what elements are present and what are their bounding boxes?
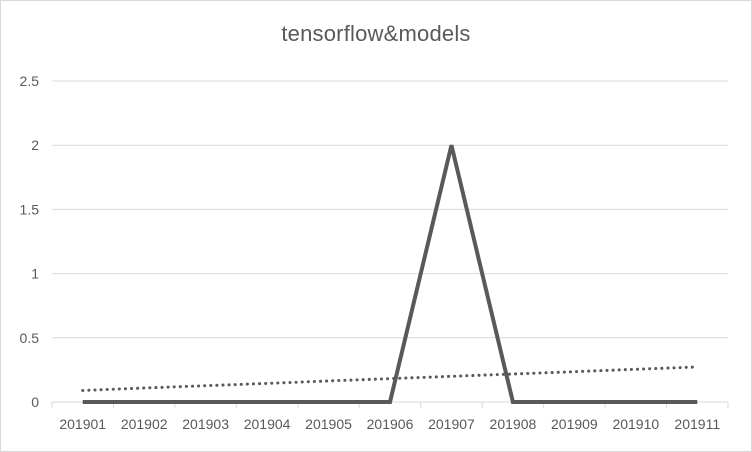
y-tick-label: 1.5 (20, 201, 40, 217)
x-tick-label: 201910 (612, 416, 659, 432)
series-lines (81, 144, 699, 404)
x-tick-label: 201911 (674, 416, 720, 432)
x-tick-label: 201905 (305, 416, 352, 432)
y-tick-label: 2 (31, 137, 39, 153)
x-tick-label: 201909 (551, 416, 598, 432)
x-tick-label: 201901 (59, 416, 106, 432)
x-tick-label: 201907 (428, 416, 475, 432)
x-tick-label: 201908 (490, 416, 537, 432)
x-tick-label: 201902 (121, 416, 168, 432)
x-axis-tick-labels: 201901 201902 201903 201904 201905 201906 2019… (59, 416, 720, 432)
y-tick-label: 2.5 (20, 73, 40, 89)
x-tick-label: 201903 (182, 416, 229, 432)
y-tick-label: 0.5 (20, 330, 40, 346)
trendline (81, 365, 699, 392)
x-tick-label: 201906 (367, 416, 414, 432)
gridlines (52, 80, 728, 339)
chart-title: tensorflow&models (281, 21, 471, 46)
y-axis-tick-labels: 0 0.5 1 1.5 2 2.5 (20, 73, 40, 410)
x-tick-label: 201904 (244, 416, 291, 432)
y-tick-label: 1 (31, 266, 39, 282)
y-tick-label: 0 (31, 394, 39, 410)
